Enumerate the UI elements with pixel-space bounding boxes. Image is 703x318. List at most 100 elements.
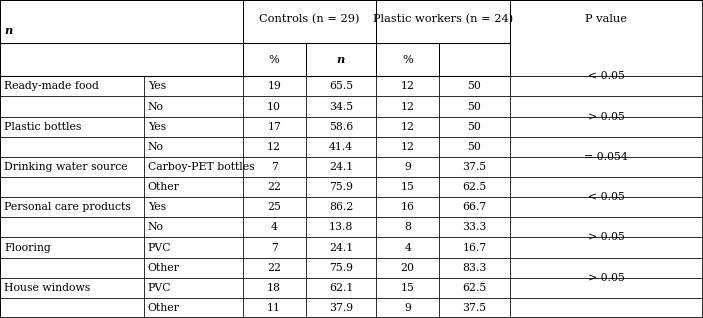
Text: 12: 12 <box>401 122 415 132</box>
Bar <box>510 238 703 258</box>
Text: 4: 4 <box>404 243 411 252</box>
Text: 62.5: 62.5 <box>463 182 486 192</box>
Bar <box>376 197 439 217</box>
Bar <box>0 76 144 96</box>
Bar <box>306 298 376 318</box>
Bar <box>510 137 703 157</box>
Text: 12: 12 <box>401 81 415 91</box>
Bar <box>439 238 510 258</box>
Bar <box>0 157 144 177</box>
Text: No: No <box>148 222 164 232</box>
Bar <box>376 117 439 137</box>
Text: Controls (n = 29): Controls (n = 29) <box>259 14 359 24</box>
Text: n: n <box>337 54 345 65</box>
Text: 18: 18 <box>267 283 281 293</box>
Bar <box>243 197 306 217</box>
Bar <box>0 298 144 318</box>
Text: = 0.054: = 0.054 <box>584 152 628 162</box>
Bar <box>243 43 306 76</box>
Bar <box>510 258 703 278</box>
Bar <box>306 197 376 217</box>
Bar <box>144 258 243 278</box>
Bar <box>439 43 510 76</box>
Bar <box>243 217 306 238</box>
Text: 83.3: 83.3 <box>463 263 486 273</box>
Bar <box>376 278 439 298</box>
Text: 50: 50 <box>467 142 482 152</box>
Bar <box>306 96 376 117</box>
Bar <box>306 258 376 278</box>
Text: > 0.05: > 0.05 <box>588 232 625 242</box>
Bar <box>306 117 376 137</box>
Text: 37.9: 37.9 <box>329 303 353 313</box>
Bar <box>376 0 510 43</box>
Text: 62.5: 62.5 <box>463 283 486 293</box>
Bar <box>510 76 703 96</box>
Text: 66.7: 66.7 <box>463 202 486 212</box>
Bar <box>306 76 376 96</box>
Text: 13.8: 13.8 <box>329 222 353 232</box>
Text: Plastic bottles: Plastic bottles <box>4 122 82 132</box>
Text: 22: 22 <box>267 182 281 192</box>
Text: Yes: Yes <box>148 122 166 132</box>
Text: 11: 11 <box>267 303 281 313</box>
Bar <box>510 217 703 238</box>
Bar <box>439 117 510 137</box>
Text: P value: P value <box>586 14 627 24</box>
Bar <box>0 258 144 278</box>
Bar <box>439 197 510 217</box>
Bar <box>243 137 306 157</box>
Bar <box>376 217 439 238</box>
Bar <box>144 278 243 298</box>
Text: PVC: PVC <box>148 243 171 252</box>
Bar <box>376 43 439 76</box>
Text: 12: 12 <box>401 142 415 152</box>
Text: 34.5: 34.5 <box>329 101 353 112</box>
Bar <box>306 43 376 76</box>
Bar <box>510 157 703 177</box>
Bar <box>306 157 376 177</box>
Bar <box>243 278 306 298</box>
Text: 10: 10 <box>267 101 281 112</box>
Text: 24.1: 24.1 <box>329 243 353 252</box>
Text: Ready-made food: Ready-made food <box>4 81 99 91</box>
Bar <box>144 117 243 137</box>
Bar <box>243 96 306 117</box>
Bar <box>144 157 243 177</box>
Bar <box>144 238 243 258</box>
Bar <box>144 137 243 157</box>
Text: No: No <box>148 101 164 112</box>
Text: 8: 8 <box>404 222 411 232</box>
Text: 16: 16 <box>401 202 415 212</box>
Text: 9: 9 <box>404 162 411 172</box>
Bar <box>243 177 306 197</box>
Bar <box>243 157 306 177</box>
Bar <box>243 0 376 43</box>
Text: 15: 15 <box>401 182 415 192</box>
Text: 12: 12 <box>267 142 281 152</box>
Text: Other: Other <box>148 263 179 273</box>
Text: 37.5: 37.5 <box>463 303 486 313</box>
Bar <box>0 278 144 298</box>
Bar <box>376 157 439 177</box>
Bar <box>439 298 510 318</box>
Bar <box>376 96 439 117</box>
Text: Yes: Yes <box>148 202 166 212</box>
Bar <box>376 137 439 157</box>
Text: 62.1: 62.1 <box>329 283 353 293</box>
Bar <box>439 258 510 278</box>
Text: Personal care products: Personal care products <box>4 202 131 212</box>
Bar <box>0 0 243 43</box>
Bar <box>439 278 510 298</box>
Text: Yes: Yes <box>148 81 166 91</box>
Text: No: No <box>148 142 164 152</box>
Bar <box>439 76 510 96</box>
Text: < 0.05: < 0.05 <box>588 71 625 81</box>
Bar <box>0 43 243 76</box>
Bar <box>243 258 306 278</box>
Bar <box>0 117 144 137</box>
Text: 24.1: 24.1 <box>329 162 353 172</box>
Text: 75.9: 75.9 <box>329 263 353 273</box>
Text: 50: 50 <box>467 101 482 112</box>
Bar <box>439 96 510 117</box>
